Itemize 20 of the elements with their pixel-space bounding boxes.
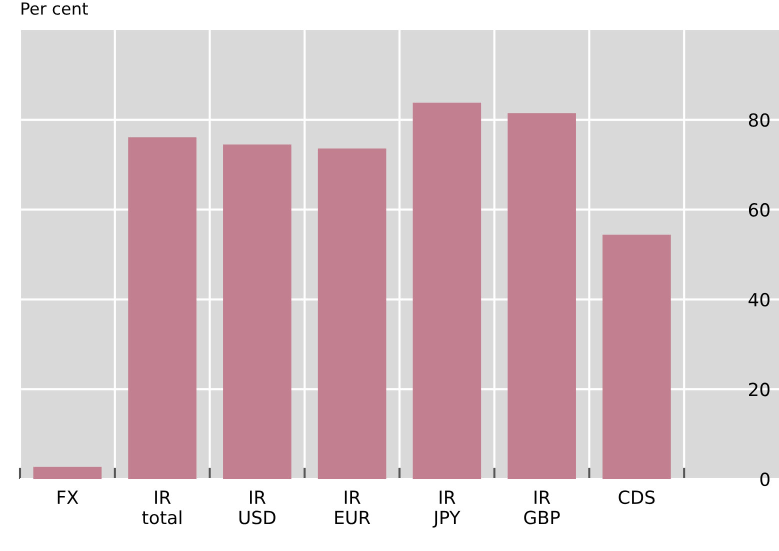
x-tick-label: IR JPY xyxy=(432,490,460,528)
bar xyxy=(223,144,292,479)
x-tick-label: IR EUR xyxy=(335,490,370,524)
bar xyxy=(128,137,196,479)
y-axis-title: Per cent xyxy=(22,2,88,15)
x-tick-label: IR GBP xyxy=(524,490,560,524)
bar xyxy=(602,234,671,479)
y-tick-label: 60 xyxy=(748,203,770,217)
x-tick-label: IR total xyxy=(142,490,182,524)
bar xyxy=(318,148,386,479)
y-tick-label: 40 xyxy=(748,292,770,307)
bar xyxy=(412,102,482,479)
bar xyxy=(508,113,576,479)
y-tick-label: 20 xyxy=(749,382,770,396)
x-tick-label: IR USD xyxy=(239,490,276,524)
bar xyxy=(33,466,102,479)
x-tick-label: CDS xyxy=(618,490,655,504)
y-tick-label: 80 xyxy=(748,113,770,127)
x-tick-label: FX xyxy=(58,490,78,504)
y-tick-label: 0 xyxy=(760,472,770,486)
